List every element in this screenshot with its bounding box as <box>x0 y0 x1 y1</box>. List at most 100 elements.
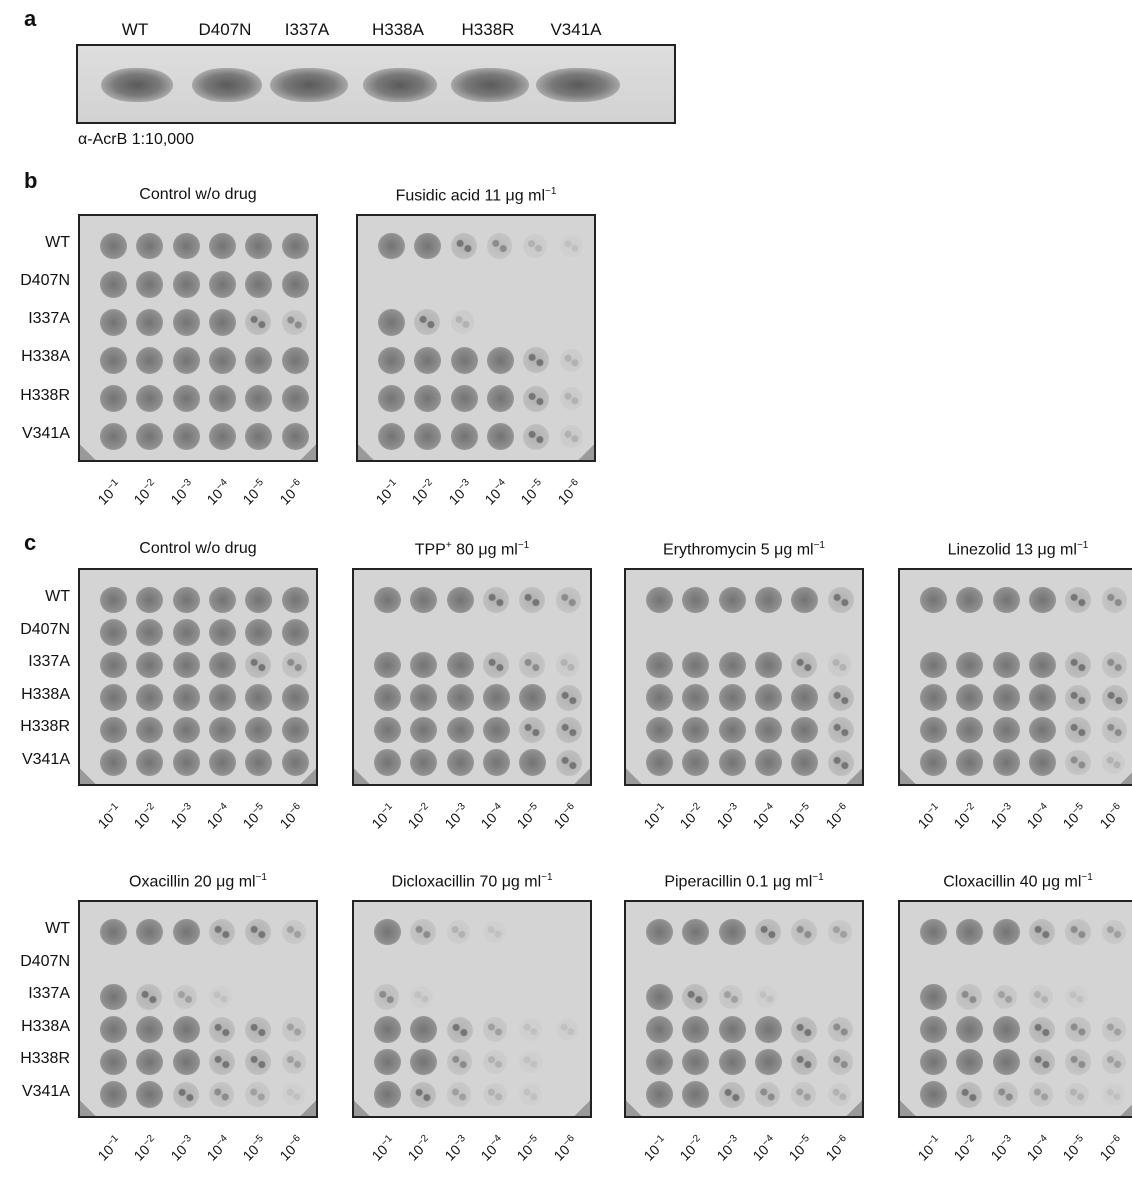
colony-spot <box>827 749 854 776</box>
colony-spot <box>1101 1017 1127 1042</box>
colony-spot <box>100 270 127 298</box>
dilution-label: 10−2 <box>130 1132 158 1164</box>
row-label-wt: WT <box>45 920 70 937</box>
colony-spot <box>646 716 673 744</box>
dilution-label: 10−6 <box>822 1132 849 1164</box>
row-label-h338a: H338A <box>21 685 70 703</box>
dilution-label: 10−3 <box>987 1132 1014 1164</box>
colony-spot <box>755 1016 782 1043</box>
colony-spot <box>1065 652 1092 679</box>
colony-spot <box>483 1082 507 1107</box>
colony-spot <box>992 1082 1018 1108</box>
dilution-label: 10−2 <box>130 476 158 508</box>
colony-spot <box>209 985 232 1009</box>
panel-label-c: c <box>24 530 37 555</box>
colony-spot <box>791 1049 818 1076</box>
colony-spot <box>1029 1082 1054 1107</box>
colony-spot <box>755 985 778 1009</box>
colony-spot <box>718 1081 745 1108</box>
colony-spot <box>483 716 510 744</box>
colony-spot <box>1029 1016 1056 1043</box>
colony-spot <box>483 652 510 679</box>
colony-spot <box>555 684 582 711</box>
dilution-label: 10−3 <box>987 800 1014 832</box>
colony-spot <box>281 684 309 711</box>
western-blot <box>76 44 676 124</box>
colony-spot <box>920 749 947 776</box>
colony-spot <box>519 587 546 613</box>
colony-spot <box>483 749 510 776</box>
colony-spot <box>374 1016 401 1043</box>
colony-spot <box>172 308 200 336</box>
colony-spot <box>136 619 164 646</box>
colony-spot <box>956 684 984 711</box>
dilution-label: 10−4 <box>477 800 504 832</box>
colony-spot <box>172 619 200 646</box>
row-label-wt: WT <box>45 588 70 605</box>
colony-spot <box>245 270 273 298</box>
dilution-label: 10−5 <box>517 476 545 508</box>
blot-band-v341a <box>536 68 620 102</box>
plate-corner <box>846 1100 862 1116</box>
dilution-label: 10−2 <box>130 800 158 832</box>
colony-spot <box>245 619 273 646</box>
colony-spot <box>100 983 127 1011</box>
row-label-h338r: H338R <box>20 1050 70 1068</box>
dilution-label: 10−4 <box>477 1132 504 1164</box>
colony-spot <box>245 749 273 776</box>
colony-spot <box>450 310 475 335</box>
colony-spot <box>519 717 546 744</box>
colony-spot <box>281 619 309 646</box>
colony-spot <box>992 749 1020 776</box>
colony-spot <box>519 652 545 678</box>
colony-spot <box>646 684 673 711</box>
row-label-v341a: V341A <box>21 750 70 768</box>
colony-spot <box>450 385 478 412</box>
colony-spot <box>245 385 273 412</box>
colony-spot <box>100 1081 127 1108</box>
colony-spot <box>682 651 710 679</box>
colony-spot <box>791 919 817 945</box>
colony-spot <box>487 385 514 412</box>
plate-corner <box>578 444 594 460</box>
colony-spot <box>410 1048 438 1076</box>
lane-label-v341a: V341A <box>550 20 602 39</box>
colony-spot <box>1029 919 1056 945</box>
dilution-label: 10−6 <box>822 800 849 832</box>
colony-spot <box>446 1016 473 1043</box>
lane-label-h338r: H338R <box>461 20 515 39</box>
colony-spot <box>827 684 854 711</box>
row-label-i337a: I337A <box>28 310 70 328</box>
colony-spot <box>523 234 548 258</box>
colony-spot <box>410 716 438 744</box>
row-label-v341a: V341A <box>21 424 70 442</box>
colony-spot <box>920 1048 947 1076</box>
colony-spot <box>682 586 710 614</box>
blot-band-h338a <box>363 68 437 102</box>
plate-corner <box>626 1100 642 1116</box>
colony-spot <box>410 919 436 945</box>
plate-corner <box>80 1100 96 1116</box>
colony-spot <box>920 651 947 679</box>
colony-spot <box>100 423 127 451</box>
colony-spot <box>100 385 127 412</box>
blot-band-i337a <box>270 68 348 102</box>
colony-spot <box>378 423 405 451</box>
agar-plate <box>78 900 318 1118</box>
colony-spot <box>450 233 477 259</box>
colony-spot <box>555 749 582 776</box>
colony-spot <box>245 309 272 336</box>
dilution-label: 10−6 <box>276 476 303 508</box>
colony-spot <box>209 684 236 711</box>
dilution-label: 10−4 <box>203 1132 230 1164</box>
plate-corner <box>80 444 96 460</box>
dilution-label: 10−1 <box>640 800 667 832</box>
colony-spot <box>281 1083 305 1106</box>
colony-spot <box>378 308 405 336</box>
colony-spot <box>209 619 236 646</box>
colony-spot <box>281 423 309 451</box>
colony-spot <box>209 1049 236 1076</box>
dilution-label: 10−5 <box>239 476 267 508</box>
colony-spot <box>245 232 273 260</box>
dilution-label: 10−4 <box>1023 800 1050 832</box>
